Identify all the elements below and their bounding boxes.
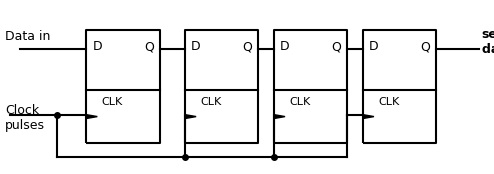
Text: CLK: CLK	[101, 97, 123, 107]
Text: Q: Q	[243, 40, 252, 53]
Text: D: D	[280, 40, 289, 53]
Text: Q: Q	[144, 40, 154, 53]
Polygon shape	[363, 115, 374, 118]
Polygon shape	[86, 115, 97, 118]
Text: CLK: CLK	[200, 97, 221, 107]
Text: CLK: CLK	[289, 97, 310, 107]
Text: Clock
pulses: Clock pulses	[5, 104, 45, 132]
Text: Q: Q	[331, 40, 341, 53]
Text: Q: Q	[420, 40, 430, 53]
Polygon shape	[185, 115, 196, 118]
Text: D: D	[369, 40, 378, 53]
Text: Data in: Data in	[5, 30, 50, 44]
Text: D: D	[92, 40, 102, 53]
Text: D: D	[191, 40, 201, 53]
Polygon shape	[274, 115, 285, 118]
Text: CLK: CLK	[378, 97, 399, 107]
Text: serial
data out: serial data out	[482, 28, 494, 56]
